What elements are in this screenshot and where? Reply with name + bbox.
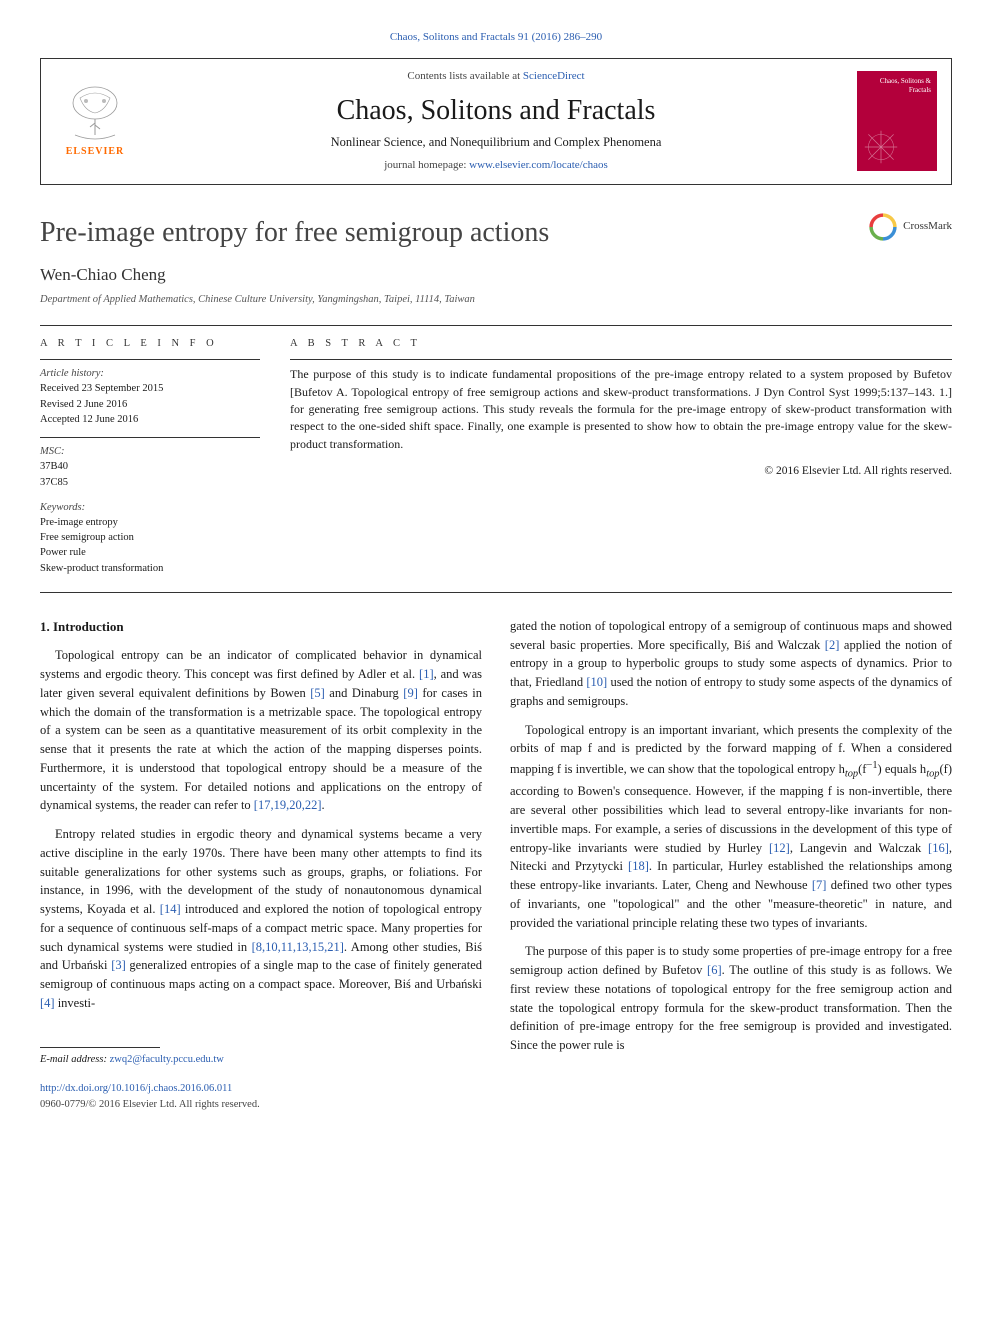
masthead-center: Contents lists available at ScienceDirec… bbox=[149, 69, 843, 174]
body-paragraph: gated the notion of topological entropy … bbox=[510, 617, 952, 711]
body-paragraph: Topological entropy can be an indicator … bbox=[40, 646, 482, 815]
cover-fractal-icon bbox=[863, 129, 899, 165]
citation-link[interactable]: [3] bbox=[111, 958, 126, 972]
author-name: Wen-Chiao Cheng bbox=[40, 263, 952, 288]
msc-label: MSC: bbox=[40, 444, 260, 459]
contents-prefix: Contents lists available at bbox=[407, 70, 522, 82]
divider bbox=[40, 437, 260, 438]
crossmark-icon bbox=[869, 213, 897, 241]
abstract-heading: a b s t r a c t bbox=[290, 336, 952, 351]
citation-link[interactable]: [2] bbox=[825, 638, 840, 652]
history-label: Article history: bbox=[40, 366, 260, 381]
body-paragraph: Entropy related studies in ergodic theor… bbox=[40, 825, 482, 1013]
sciencedirect-link[interactable]: ScienceDirect bbox=[523, 70, 585, 82]
article-history-block: Article history: Received 23 September 2… bbox=[40, 366, 260, 427]
citation-link[interactable]: [12] bbox=[769, 841, 790, 855]
elsevier-tree-icon bbox=[60, 83, 130, 143]
history-item: Received 23 September 2015 bbox=[40, 381, 260, 396]
section-heading: 1. Introduction bbox=[40, 617, 482, 637]
footnote-rule bbox=[40, 1047, 160, 1048]
citation-link[interactable]: [5] bbox=[310, 686, 325, 700]
divider bbox=[40, 359, 260, 360]
citation-link[interactable]: [18] bbox=[628, 859, 649, 873]
keywords-label: Keywords: bbox=[40, 500, 260, 515]
citation-link[interactable]: [1] bbox=[419, 667, 434, 681]
cover-title-text: Chaos, Solitons & Fractals bbox=[857, 77, 931, 94]
subscript: top bbox=[926, 769, 939, 780]
journal-subtitle: Nonlinear Science, and Nonequilibrium an… bbox=[149, 133, 843, 151]
doi-link[interactable]: http://dx.doi.org/10.1016/j.chaos.2016.0… bbox=[40, 1081, 482, 1097]
journal-homepage-line: journal homepage: www.elsevier.com/locat… bbox=[149, 158, 843, 174]
citation-link[interactable]: [4] bbox=[40, 996, 55, 1010]
citation-link[interactable]: [9] bbox=[403, 686, 418, 700]
citation-link[interactable]: [16] bbox=[928, 841, 949, 855]
contents-line: Contents lists available at ScienceDirec… bbox=[149, 69, 843, 85]
journal-masthead: ELSEVIER Contents lists available at Sci… bbox=[40, 58, 952, 185]
citation-link[interactable]: [17,19,20,22] bbox=[254, 798, 322, 812]
citation-link[interactable]: [6] bbox=[707, 963, 722, 977]
divider bbox=[290, 359, 952, 360]
article-title: Pre-image entropy for free semigroup act… bbox=[40, 213, 549, 254]
history-item: Accepted 12 June 2016 bbox=[40, 412, 260, 427]
citation-link[interactable]: [14] bbox=[160, 902, 181, 916]
copyright-line: © 2016 Elsevier Ltd. All rights reserved… bbox=[290, 463, 952, 480]
keyword: Power rule bbox=[40, 545, 260, 560]
elsevier-wordmark: ELSEVIER bbox=[66, 145, 125, 160]
abstract-column: a b s t r a c t The purpose of this stud… bbox=[290, 336, 952, 586]
homepage-prefix: journal homepage: bbox=[384, 159, 469, 171]
keyword: Skew-product transformation bbox=[40, 561, 260, 576]
footer-block: E-mail address: zwq2@faculty.pccu.edu.tw… bbox=[40, 1047, 482, 1113]
body-columns: 1. Introduction Topological entropy can … bbox=[40, 617, 952, 1113]
msc-code: 37B40 bbox=[40, 459, 260, 474]
author-email-link[interactable]: zwq2@faculty.pccu.edu.tw bbox=[110, 1054, 224, 1065]
superscript: −1 bbox=[866, 760, 877, 771]
body-left-column: 1. Introduction Topological entropy can … bbox=[40, 617, 482, 1113]
abstract-text: The purpose of this study is to indicate… bbox=[290, 366, 952, 453]
journal-homepage-link[interactable]: www.elsevier.com/locate/chaos bbox=[469, 159, 608, 171]
body-right-column: gated the notion of topological entropy … bbox=[510, 617, 952, 1113]
keyword: Free semigroup action bbox=[40, 530, 260, 545]
keyword: Pre-image entropy bbox=[40, 515, 260, 530]
email-label: E-mail address: bbox=[40, 1054, 110, 1065]
body-paragraph: Topological entropy is an important inva… bbox=[510, 721, 952, 933]
journal-title: Chaos, Solitons and Fractals bbox=[149, 91, 843, 132]
issn-copyright: 0960-0779/© 2016 Elsevier Ltd. All right… bbox=[40, 1097, 482, 1113]
author-affiliation: Department of Applied Mathematics, Chine… bbox=[40, 292, 952, 307]
citation-link[interactable]: [8,10,11,13,15,21] bbox=[252, 940, 344, 954]
email-line: E-mail address: zwq2@faculty.pccu.edu.tw bbox=[40, 1052, 482, 1068]
journal-reference-top[interactable]: Chaos, Solitons and Fractals 91 (2016) 2… bbox=[40, 30, 952, 46]
keywords-block: Keywords: Pre-image entropy Free semigro… bbox=[40, 500, 260, 576]
divider bbox=[40, 592, 952, 593]
msc-block: MSC: 37B40 37C85 bbox=[40, 444, 260, 490]
msc-code: 37C85 bbox=[40, 475, 260, 490]
title-row: Pre-image entropy for free semigroup act… bbox=[40, 213, 952, 254]
article-info-column: a r t i c l e i n f o Article history: R… bbox=[40, 336, 260, 586]
citation-link[interactable]: [7] bbox=[812, 878, 827, 892]
info-abstract-row: a r t i c l e i n f o Article history: R… bbox=[40, 336, 952, 586]
body-paragraph: The purpose of this paper is to study so… bbox=[510, 942, 952, 1055]
crossmark-label: CrossMark bbox=[903, 219, 952, 235]
divider bbox=[40, 325, 952, 326]
subscript: top bbox=[845, 769, 858, 780]
crossmark-badge[interactable]: CrossMark bbox=[869, 213, 952, 241]
citation-link[interactable]: [10] bbox=[586, 675, 607, 689]
elsevier-logo: ELSEVIER bbox=[55, 76, 135, 166]
article-info-heading: a r t i c l e i n f o bbox=[40, 336, 260, 351]
history-item: Revised 2 June 2016 bbox=[40, 397, 260, 412]
journal-cover-thumbnail: Chaos, Solitons & Fractals bbox=[857, 71, 937, 171]
